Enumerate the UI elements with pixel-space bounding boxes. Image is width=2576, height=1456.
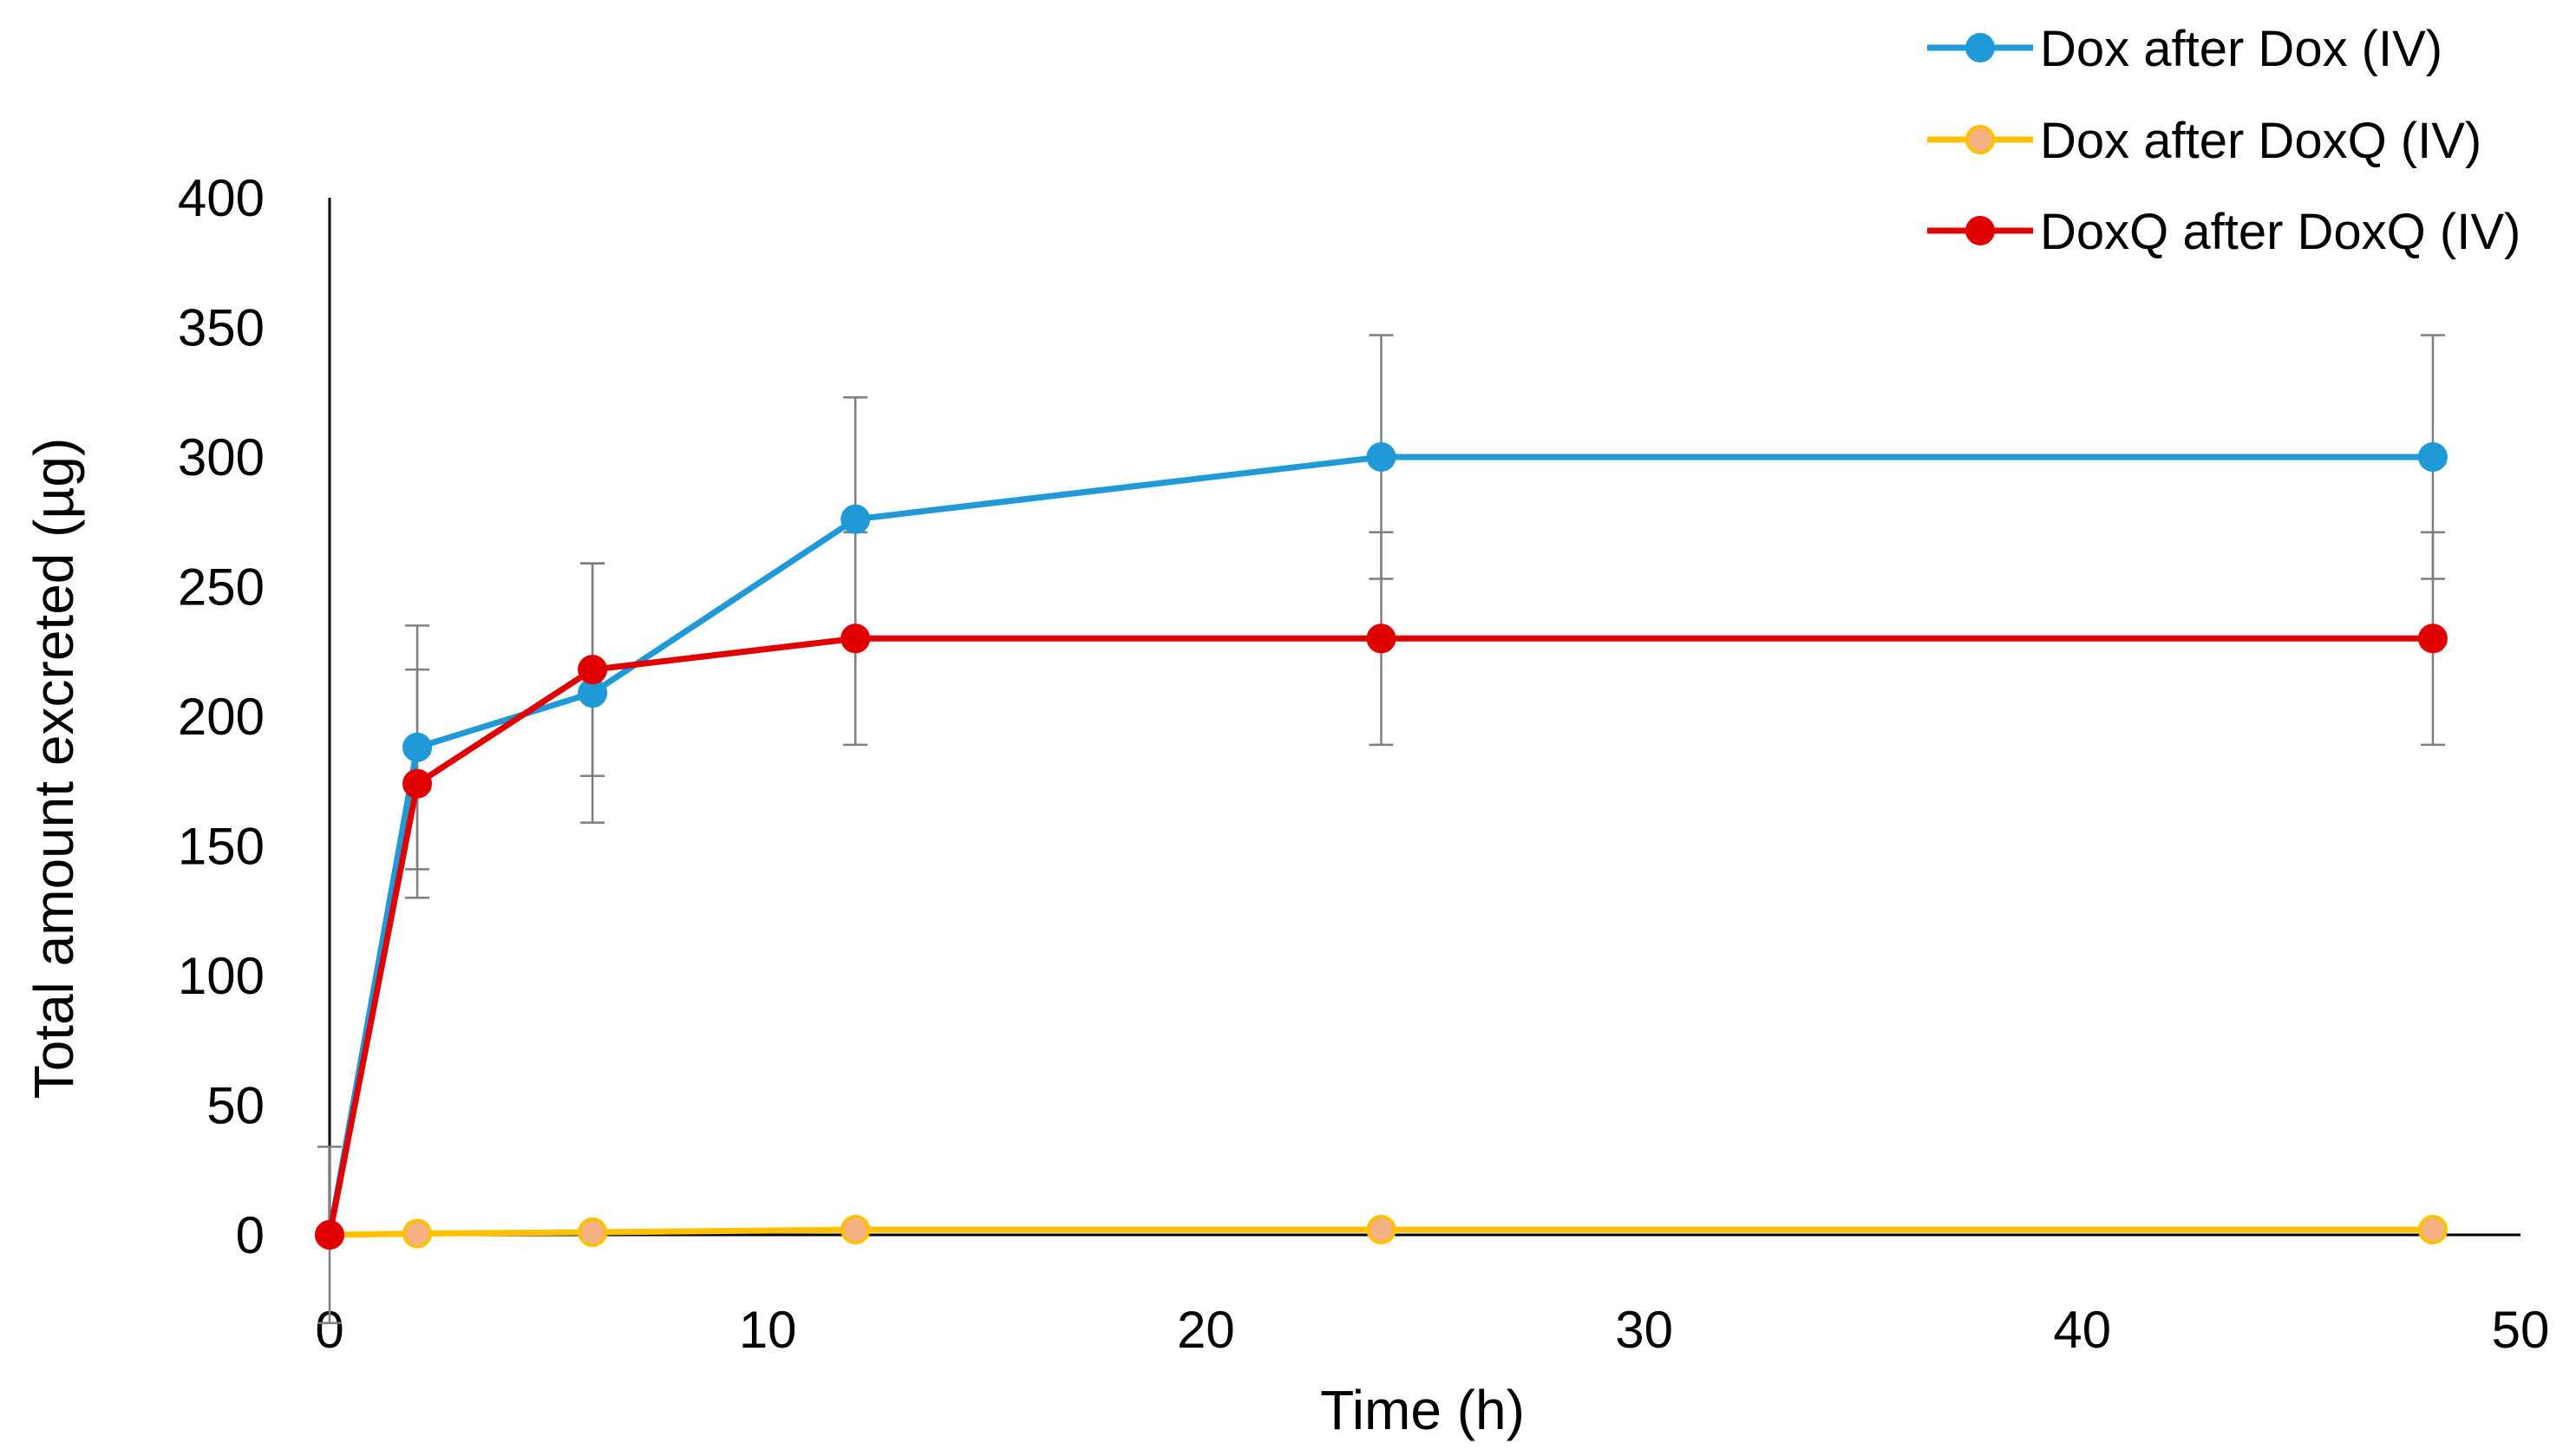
x-tick-labels: 0 10 20 30 40 50 — [315, 1301, 2549, 1359]
legend-label: DoxQ after DoxQ (IV) — [2040, 204, 2520, 260]
data-point — [402, 768, 433, 799]
data-point — [840, 624, 871, 654]
y-tick-label: 200 — [178, 688, 265, 746]
series-line — [326, 635, 2433, 1236]
x-tick-label: 20 — [1177, 1301, 1235, 1359]
data-point — [315, 1220, 344, 1250]
y-tick-label: 0 — [236, 1206, 265, 1264]
data-point — [402, 732, 433, 762]
data-point — [2417, 442, 2448, 472]
data-point — [1366, 624, 1396, 654]
series — [315, 442, 2448, 1250]
y-tick-label: 150 — [178, 818, 265, 876]
series-line — [326, 454, 2433, 1236]
y-axis-title: Total amount excreted (µg) — [23, 438, 85, 1100]
data-point — [2417, 1215, 2448, 1245]
y-tick-label: 50 — [206, 1077, 265, 1135]
legend-label: Dox after Dox (IV) — [2040, 21, 2442, 77]
legend-swatch-marker — [1965, 125, 1995, 154]
data-point — [578, 655, 608, 685]
data-point — [840, 504, 871, 534]
data-point — [840, 1215, 871, 1245]
data-point — [1366, 1215, 1396, 1245]
y-tick-labels: 0 50 100 150 200 250 300 350 400 — [178, 169, 265, 1264]
data-point — [578, 1218, 608, 1248]
axes — [328, 198, 2520, 1237]
legend-swatch-marker — [1965, 33, 1995, 62]
legend: Dox after Dox (IV) Dox after DoxQ (IV) Dox… — [1927, 21, 2520, 260]
y-tick-label: 300 — [178, 428, 265, 486]
data-point — [2417, 624, 2448, 654]
y-tick-label: 250 — [178, 558, 265, 617]
x-axis-title: Time (h) — [1320, 1379, 1525, 1441]
x-tick-label: 50 — [2492, 1301, 2550, 1359]
legend-swatch-marker — [1965, 216, 1995, 245]
data-point — [1366, 442, 1396, 472]
y-tick-label: 100 — [178, 947, 265, 1005]
error-bars — [317, 334, 2445, 1324]
data-point — [402, 1218, 433, 1249]
x-tick-label: 40 — [2053, 1301, 2111, 1359]
y-tick-label: 350 — [178, 299, 265, 357]
y-tick-label: 400 — [178, 169, 265, 227]
x-tick-label: 30 — [1615, 1301, 1673, 1359]
x-tick-label: 10 — [739, 1301, 797, 1359]
legend-label: Dox after DoxQ (IV) — [2040, 113, 2481, 169]
